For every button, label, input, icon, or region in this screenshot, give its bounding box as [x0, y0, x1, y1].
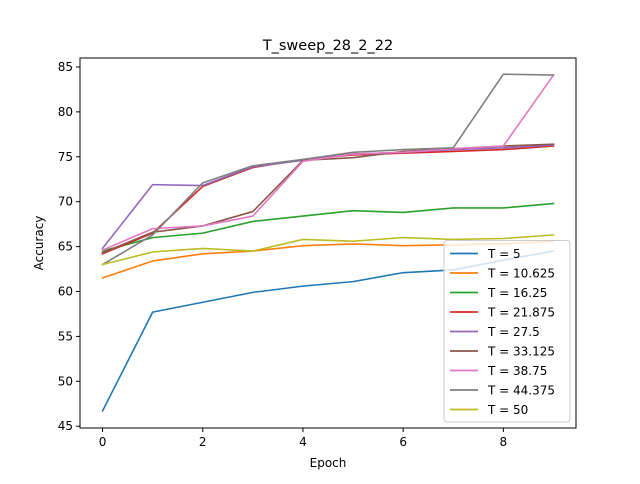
x-axis-label: Epoch — [310, 456, 347, 470]
legend-label-5: T = 27.5 — [487, 325, 540, 339]
y-tick-label: 65 — [58, 240, 73, 254]
x-tick-label: 6 — [399, 435, 407, 449]
y-tick-label: 50 — [58, 374, 73, 388]
x-tick-label: 4 — [299, 435, 307, 449]
y-tick-label: 75 — [58, 150, 73, 164]
y-tick-label: 85 — [58, 60, 73, 74]
x-tick-label: 8 — [500, 435, 508, 449]
series-line-3 — [101, 202, 555, 253]
legend-label-2: T = 10.625 — [487, 267, 555, 281]
legend-label-8: T = 44.375 — [487, 384, 555, 398]
legend-label-7: T = 38.75 — [487, 364, 547, 378]
legend-label-3: T = 16.25 — [487, 286, 547, 300]
y-tick-label: 70 — [58, 195, 73, 209]
axes-layer: 0 2 4 6 8 45 50 55 60 65 70 75 80 85 — [58, 57, 577, 449]
series-layer — [101, 73, 555, 413]
y-tick-label: 55 — [58, 329, 73, 343]
series-line-8 — [101, 73, 555, 266]
chart-title: T_sweep_28_2_22 — [262, 38, 393, 54]
y-axis-label: Accuracy — [32, 216, 46, 271]
y-tick-label: 60 — [58, 284, 73, 298]
axes-frame — [79, 57, 577, 429]
series-line-7 — [101, 73, 555, 252]
legend-label-6: T = 33.125 — [487, 345, 555, 359]
series-line-9 — [101, 234, 555, 266]
legend-box — [443, 240, 571, 423]
legend-label-4: T = 21.875 — [487, 306, 555, 320]
legend: T = 5 T = 10.625 T = 16.25 T = 21.875 T = 27… — [443, 240, 571, 423]
y-tick-label: 80 — [58, 105, 73, 119]
legend-label-9: T = 50 — [487, 403, 528, 417]
y-tick-label: 45 — [58, 419, 73, 433]
x-tick-label: 2 — [199, 435, 207, 449]
x-tick-label: 0 — [99, 435, 107, 449]
legend-label-1: T = 5 — [487, 247, 521, 261]
